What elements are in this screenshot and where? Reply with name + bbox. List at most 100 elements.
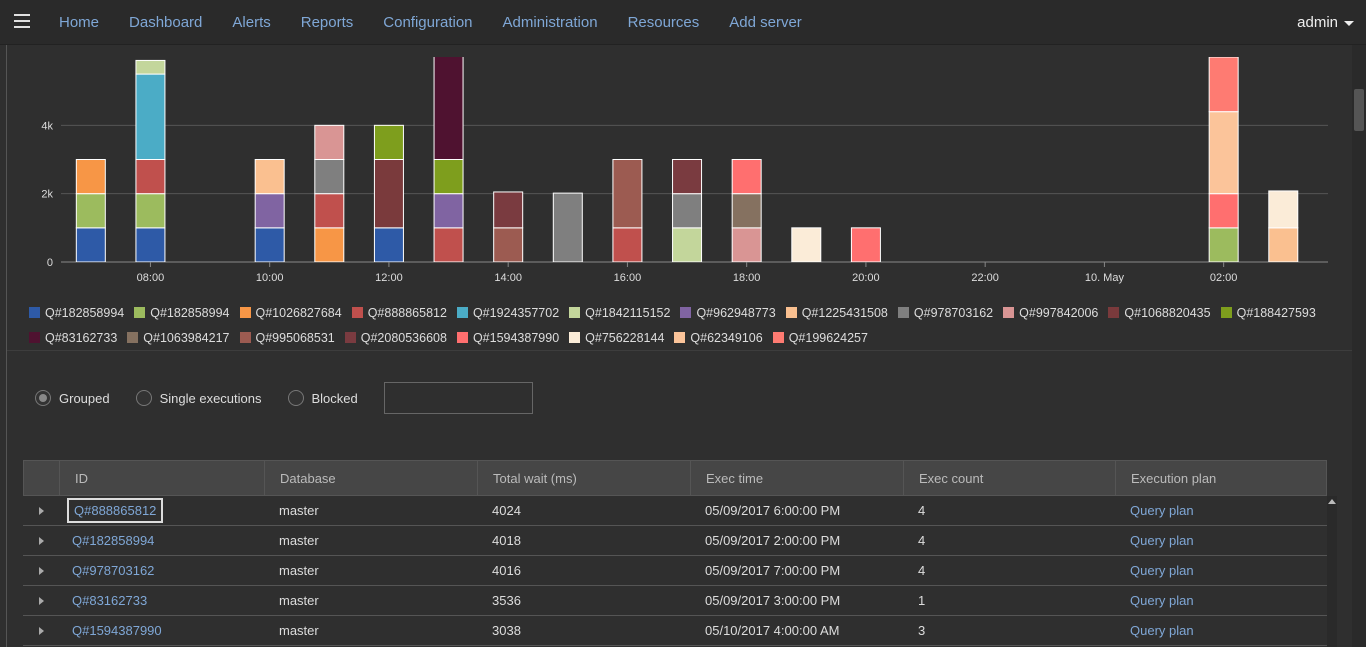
nav-alerts[interactable]: Alerts — [232, 14, 271, 31]
radio-blocked[interactable]: Blocked — [287, 390, 358, 406]
bar-segment[interactable] — [850, 227, 881, 262]
query-id-link[interactable]: Q#888865812 — [67, 498, 164, 523]
bar-segment[interactable] — [75, 159, 106, 195]
legend-item[interactable]: Q#182858994 — [134, 300, 230, 325]
bar-segment[interactable] — [135, 59, 166, 75]
bar-segment[interactable] — [493, 227, 524, 262]
nav-reports[interactable]: Reports — [300, 14, 354, 31]
query-plan-link[interactable]: Query plan — [1130, 533, 1194, 548]
legend-item[interactable]: Q#1063984217 — [127, 325, 230, 350]
nav-administration[interactable]: Administration — [502, 14, 598, 31]
query-plan-link[interactable]: Query plan — [1130, 623, 1194, 638]
row-expander[interactable] — [23, 616, 59, 645]
legend-item[interactable]: Q#888865812 — [351, 300, 447, 325]
header-exec-time[interactable]: Exec time — [691, 461, 904, 495]
row-expander[interactable] — [23, 496, 59, 525]
bar-segment[interactable] — [731, 159, 762, 195]
nav-resources[interactable]: Resources — [627, 14, 700, 31]
bar-segment[interactable] — [314, 159, 345, 195]
header-total-wait[interactable]: Total wait (ms) — [478, 461, 691, 495]
legend-item[interactable]: Q#962948773 — [680, 300, 776, 325]
radio-grouped[interactable]: Grouped — [35, 390, 110, 406]
legend-item[interactable]: Q#1026827684 — [239, 300, 342, 325]
legend-item[interactable]: Q#62349106 — [674, 325, 763, 350]
legend-item[interactable]: Q#2080536608 — [344, 325, 447, 350]
bar-segment[interactable] — [612, 227, 643, 262]
legend-item[interactable]: Q#995068531 — [239, 325, 335, 350]
query-plan-link[interactable]: Query plan — [1130, 593, 1194, 608]
nav-add-server[interactable]: Add server — [729, 14, 802, 31]
table-row[interactable]: Q#978703162 master 4016 05/09/2017 7:00:00 … — [23, 556, 1327, 586]
bar-segment[interactable] — [135, 227, 166, 262]
bar-segment[interactable] — [433, 159, 464, 195]
bar-segment[interactable] — [75, 193, 106, 229]
table-row[interactable]: Q#888865812 master 4024 05/09/2017 6:00:00 … — [23, 496, 1327, 526]
query-id-link[interactable]: Q#978703162 — [72, 563, 155, 578]
bar-segment[interactable] — [135, 73, 166, 160]
bar-segment[interactable] — [433, 227, 464, 262]
header-execution-plan[interactable]: Execution plan — [1131, 470, 1217, 486]
bar-segment[interactable] — [672, 159, 703, 195]
bar-segment[interactable] — [791, 227, 822, 262]
hamburger-menu-icon[interactable] — [14, 14, 30, 28]
legend-item[interactable]: Q#188427593 — [1220, 300, 1316, 325]
bar-segment[interactable] — [1268, 190, 1299, 229]
bar-segment[interactable] — [433, 193, 464, 229]
bar-segment[interactable] — [493, 191, 524, 229]
legend-item[interactable]: Q#997842006 — [1003, 300, 1098, 325]
radio-single-executions[interactable]: Single executions — [135, 390, 262, 406]
legend-item[interactable]: Q#978703162 — [897, 300, 993, 325]
bar-segment[interactable] — [1208, 227, 1239, 262]
query-id-link[interactable]: Q#182858994 — [72, 533, 155, 548]
chevron-right-icon[interactable] — [38, 566, 44, 575]
bar-segment[interactable] — [731, 227, 762, 262]
bar-segment[interactable] — [1268, 227, 1299, 262]
query-id-link[interactable]: Q#83162733 — [72, 593, 148, 608]
row-expander[interactable] — [23, 526, 59, 555]
bar-segment[interactable] — [373, 124, 404, 161]
bar-segment[interactable] — [254, 159, 285, 195]
page-scroll-thumb[interactable] — [1354, 89, 1364, 131]
bar-segment[interactable] — [1208, 193, 1239, 229]
table-row[interactable]: Q#1594387990 master 3038 05/10/2017 4:00:00… — [23, 616, 1327, 646]
bar-segment[interactable] — [314, 227, 345, 262]
legend-item[interactable]: Q#199624257 — [772, 325, 868, 350]
legend-item[interactable]: Q#1068820435 — [1108, 300, 1211, 325]
nav-home[interactable]: Home — [59, 14, 100, 31]
header-exec-count[interactable]: Exec count — [904, 461, 1116, 495]
legend-item[interactable]: Q#1842115152 — [569, 300, 670, 325]
bar-segment[interactable] — [75, 227, 106, 262]
bar-segment[interactable] — [672, 227, 703, 262]
scroll-up-icon[interactable] — [1328, 499, 1336, 504]
row-expander[interactable] — [23, 586, 59, 615]
bar-segment[interactable] — [135, 193, 166, 229]
bar-segment[interactable] — [254, 193, 285, 229]
query-plan-link[interactable]: Query plan — [1130, 563, 1194, 578]
chevron-right-icon[interactable] — [38, 626, 44, 635]
query-id-link[interactable]: Q#1594387990 — [72, 623, 162, 638]
bar-segment[interactable] — [731, 193, 762, 229]
row-expander[interactable] — [23, 556, 59, 585]
nav-configuration[interactable]: Configuration — [383, 14, 473, 31]
header-database[interactable]: Database — [265, 461, 478, 495]
grid-scrollbar[interactable] — [1327, 496, 1337, 647]
nav-dashboard[interactable]: Dashboard — [129, 14, 203, 31]
legend-item[interactable]: Q#1225431508 — [785, 300, 888, 325]
bar-segment[interactable] — [552, 192, 583, 262]
bar-segment[interactable] — [314, 193, 345, 229]
query-plan-link[interactable]: Query plan — [1130, 503, 1194, 518]
chevron-right-icon[interactable] — [38, 536, 44, 545]
table-row[interactable]: Q#182858994 master 4018 05/09/2017 2:00:00 … — [23, 526, 1327, 556]
user-menu[interactable]: admin — [1297, 14, 1354, 31]
bar-segment[interactable] — [254, 227, 285, 262]
bar-segment[interactable] — [373, 159, 404, 229]
bar-segment[interactable] — [612, 159, 643, 229]
bar-segment[interactable] — [135, 159, 166, 195]
filter-input[interactable] — [383, 382, 533, 414]
legend-item[interactable]: Q#1924357702 — [456, 300, 559, 325]
header-id[interactable]: ID — [60, 461, 265, 495]
bar-segment[interactable] — [1208, 111, 1239, 195]
chevron-right-icon[interactable] — [38, 596, 44, 605]
table-row[interactable]: Q#83162733 master 3536 05/09/2017 3:00:00 P… — [23, 586, 1327, 616]
chevron-right-icon[interactable] — [38, 506, 44, 515]
